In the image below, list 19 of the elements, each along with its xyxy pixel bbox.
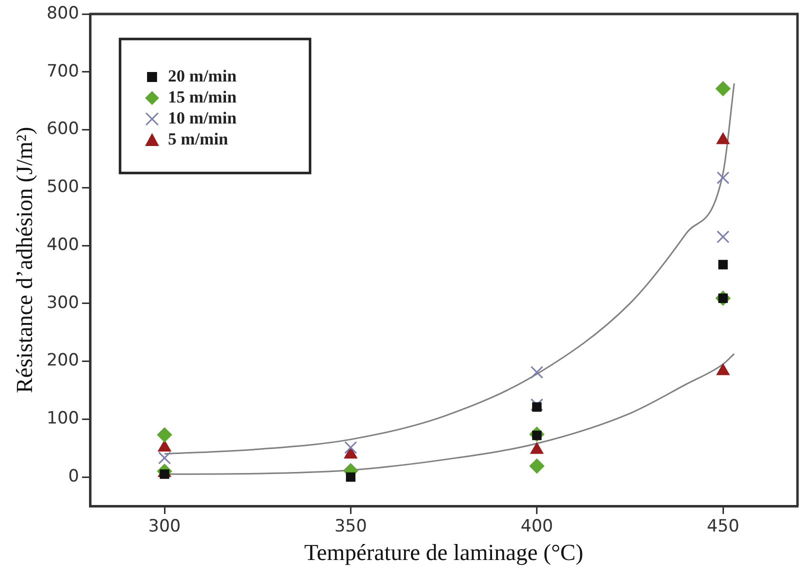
x-axis-title: Température de laminage (°C) bbox=[304, 540, 584, 566]
y-tick-label: 0 bbox=[68, 466, 80, 486]
x-tick-label: 300 bbox=[148, 516, 181, 537]
y-tick-label: 300 bbox=[46, 292, 80, 313]
x-tick-label: 450 bbox=[706, 516, 740, 537]
legend-label: 5 m/min bbox=[168, 129, 229, 148]
legend-label: 15 m/min bbox=[168, 87, 238, 106]
y-tick-label: 100 bbox=[46, 408, 80, 429]
x-tick-label: 350 bbox=[334, 516, 367, 537]
y-tick-label: 800 bbox=[46, 3, 80, 24]
y-tick-label: 600 bbox=[46, 119, 80, 140]
y-tick-label: 400 bbox=[46, 234, 80, 255]
legend-label: 10 m/min bbox=[168, 108, 238, 128]
y-tick-label: 500 bbox=[46, 177, 80, 198]
legend-label: 20 m/min bbox=[168, 66, 238, 86]
x-tick-label: 400 bbox=[520, 516, 554, 537]
y-tick-label: 700 bbox=[46, 61, 80, 82]
y-tick-label: 200 bbox=[46, 350, 80, 371]
y-axis-title: Résistance d’adhésion (J/m²) bbox=[12, 126, 37, 394]
